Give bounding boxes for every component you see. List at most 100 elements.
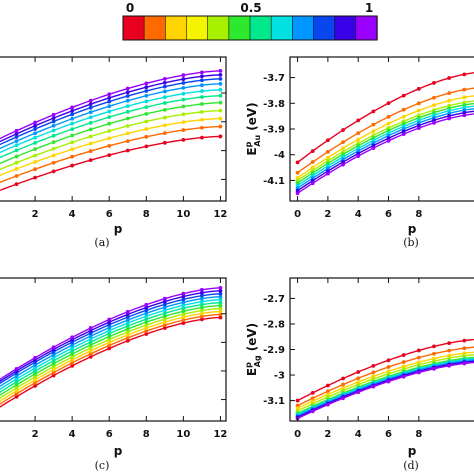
data-point [162,101,167,105]
data-point [33,380,37,385]
data-point [125,124,130,128]
data-point [200,311,204,316]
data-point [356,131,361,136]
data-point [125,327,130,331]
x-tick-label: 4 [355,429,362,440]
data-point [88,98,93,103]
data-point [88,348,93,353]
data-point [341,128,345,132]
data-point [162,76,167,81]
data-point [200,317,204,322]
data-point [125,94,130,98]
data-point [386,138,391,143]
data-point [70,112,75,117]
data-point [218,72,223,77]
data-point [181,315,186,320]
data-point [432,351,436,356]
data-point [14,135,19,139]
colorbar-swatch [186,15,209,41]
data-point [144,105,149,110]
y-axis-label: EpAu(eV) [244,102,262,155]
data-point [144,111,149,116]
data-point [14,148,19,153]
data-point [181,81,186,85]
data-point [107,99,112,104]
data-point [218,309,223,314]
data-point [107,143,112,148]
data-point [181,97,186,102]
data-point [401,132,406,136]
data-point [144,144,149,149]
data-point [162,317,167,322]
data-point [144,81,149,86]
data-point [70,116,75,121]
x-tick-label: 0 [294,429,301,440]
data-point [107,340,112,345]
data-point [88,149,93,153]
x-tick-label: 8 [415,429,422,440]
data-point [386,379,391,384]
data-point [162,299,167,304]
data-point [162,89,167,94]
data-point [401,107,406,112]
data-point [14,382,19,387]
data-point [14,160,19,165]
data-point [51,358,56,363]
data-point [70,108,75,113]
data-point [218,300,223,305]
data-point [295,160,300,165]
data-point [125,104,130,109]
data-point [386,114,391,119]
x-axis-label: p [408,444,417,458]
data-point [107,322,112,327]
data-point [432,81,436,85]
y-tick-label: -3.7 [263,73,285,84]
panel-caption: (d) [403,459,419,472]
data-point [125,335,130,340]
data-point [218,100,223,105]
colorbar-swatch [334,15,357,41]
data-point [125,309,130,314]
data-point [162,308,167,313]
panel-c: 2 4 6 8 10 12 p (c) [0,277,227,472]
data-point [200,314,204,319]
data-point [310,181,315,186]
data-point [14,394,19,399]
data-point [14,377,19,381]
data-point [200,95,204,99]
x-tick-label: 2 [32,209,39,220]
data-point [181,120,186,125]
data-point [341,162,345,167]
data-point [310,165,315,170]
data-point [325,389,330,394]
x-tick-label: 2 [324,429,331,440]
data-point [107,96,112,100]
data-point [200,302,204,307]
data-point [144,329,149,333]
data-point [70,140,75,145]
data-point [88,326,93,330]
data-point [386,358,391,363]
plot-frame [0,56,227,202]
data-point [371,363,376,368]
data-point [14,143,19,148]
data-point [416,370,421,375]
y-tick-label: -3.9 [263,125,285,136]
data-point [51,140,56,145]
data-point [218,76,223,81]
data-point [200,70,204,75]
x-tick-label: 6 [106,429,113,440]
y-tick-label: -3.1 [263,396,285,407]
data-point [162,84,167,89]
data-point [371,370,376,375]
data-point [371,122,376,127]
data-point [462,338,467,343]
data-point [356,137,361,142]
data-point [447,341,452,345]
data-point [181,77,186,81]
data-point [218,291,223,296]
x-tick-label: 6 [385,209,392,220]
colorbar-swatch [165,15,188,41]
data-point [125,332,130,337]
data-point [70,147,75,152]
